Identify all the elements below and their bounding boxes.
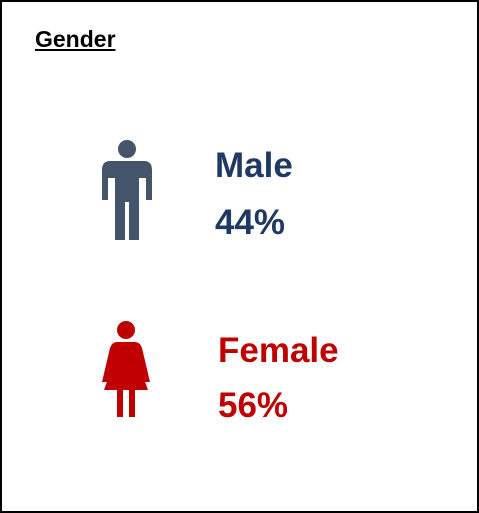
title: Gender <box>35 26 116 52</box>
male-label: Male <box>215 146 293 185</box>
female-icon <box>102 321 150 417</box>
female-label: Female <box>218 331 339 370</box>
female-value: 56% <box>218 386 289 425</box>
male-value: 44% <box>215 203 286 242</box>
male-icon <box>102 140 152 240</box>
